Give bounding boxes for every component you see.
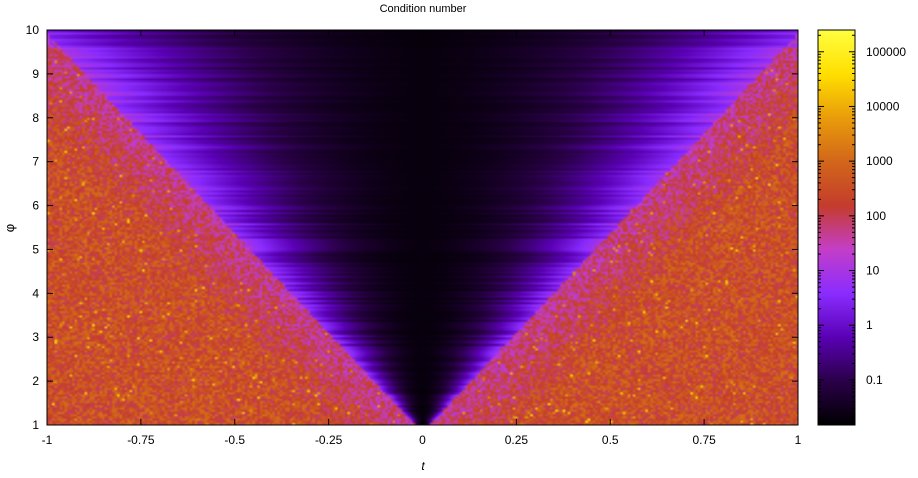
y-axis-ticks: 1 2 3 4 5 6 7 8 9 10 bbox=[26, 23, 798, 432]
y-tick-label: 2 bbox=[32, 374, 39, 388]
x-tick-label: -0.5 bbox=[224, 433, 245, 447]
colorbar bbox=[817, 29, 856, 426]
colorbar-tick-label: 1000 bbox=[866, 154, 893, 168]
x-tick-label: -1 bbox=[42, 433, 53, 447]
heatmap bbox=[47, 30, 798, 425]
colorbar-tick-label: 100000 bbox=[866, 45, 906, 59]
colorbar-tick-label: 1 bbox=[866, 318, 873, 332]
colorbar-ticks: 0.1 1 10 100 1000 10000 100000 bbox=[818, 34, 906, 419]
x-tick-label: -0.75 bbox=[127, 433, 155, 447]
x-tick-label: 0.25 bbox=[505, 433, 529, 447]
x-axis-label: t bbox=[421, 459, 425, 473]
x-axis-ticks: -1 -0.75 -0.5 -0.25 0 0.25 0.5 0.75 1 bbox=[42, 30, 802, 447]
x-tick-label: 0 bbox=[419, 433, 426, 447]
y-tick-label: 1 bbox=[32, 418, 39, 432]
y-tick-label: 10 bbox=[26, 23, 40, 37]
x-tick-label: 0.75 bbox=[692, 433, 716, 447]
chart-title: Condition number bbox=[380, 3, 467, 15]
colorbar-tick-label: 0.1 bbox=[866, 373, 883, 387]
y-tick-label: 8 bbox=[32, 111, 39, 125]
colorbar-tick-label: 10 bbox=[866, 264, 880, 278]
colorbar-tick-label: 10000 bbox=[866, 99, 900, 113]
y-tick-label: 3 bbox=[32, 330, 39, 344]
x-tick-label: 0.5 bbox=[602, 433, 619, 447]
y-tick-label: 5 bbox=[32, 242, 39, 256]
colorbar-tick-label: 100 bbox=[866, 209, 886, 223]
y-tick-label: 6 bbox=[32, 199, 39, 213]
y-tick-label: 9 bbox=[32, 67, 39, 81]
x-tick-label: 1 bbox=[795, 433, 802, 447]
y-axis-label: φ bbox=[2, 224, 17, 232]
y-tick-label: 7 bbox=[32, 155, 39, 169]
x-tick-label: -0.25 bbox=[315, 433, 343, 447]
y-tick-label: 4 bbox=[32, 286, 39, 300]
